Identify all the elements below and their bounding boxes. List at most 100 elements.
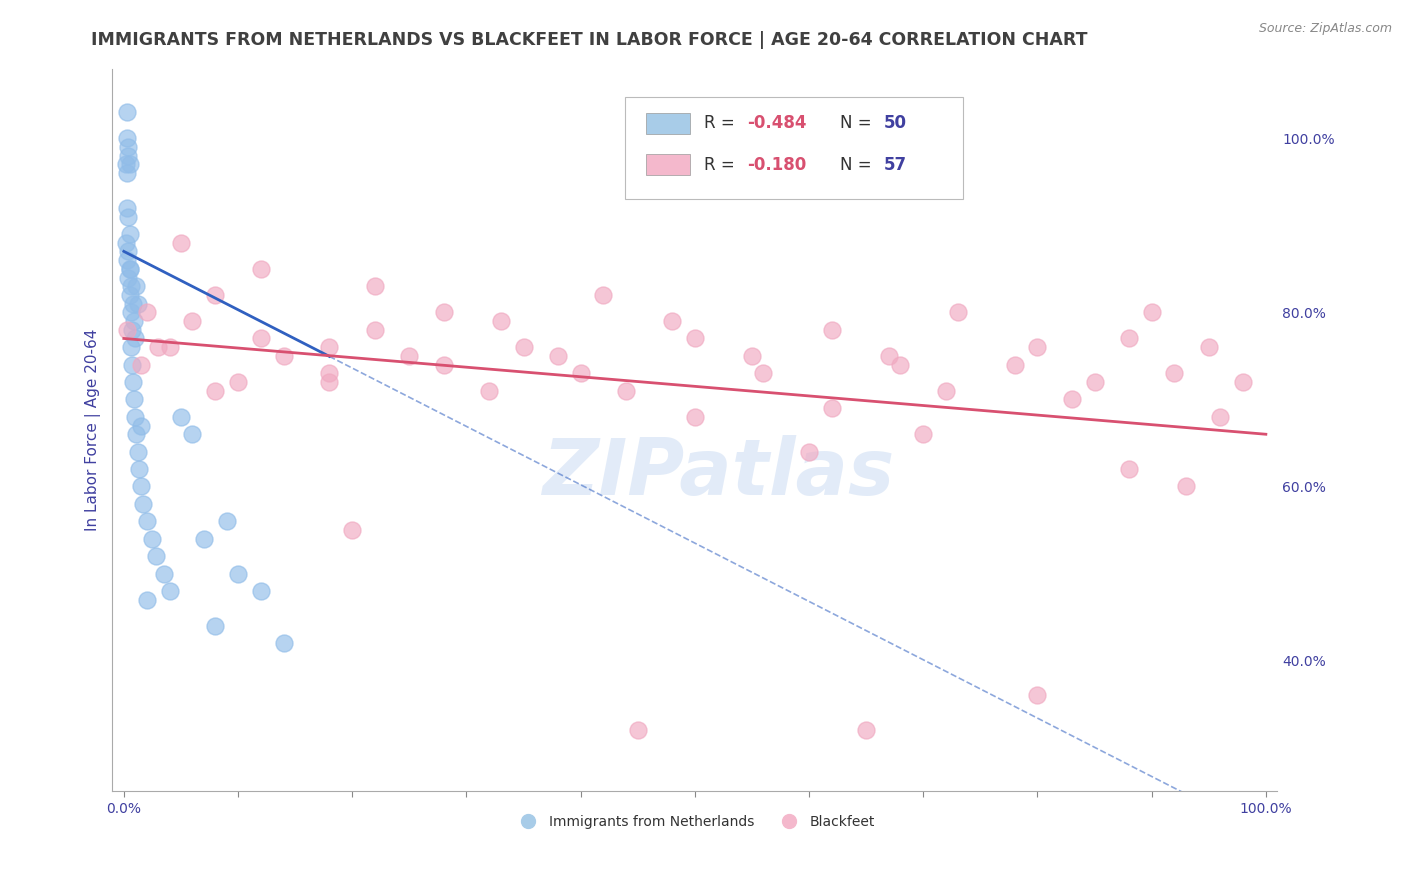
Point: [170, 409, 193, 424]
Point: [1026, 689, 1049, 703]
Point: [193, 532, 215, 546]
Bar: [645, 153, 690, 176]
Point: [1140, 305, 1163, 319]
Point: [124, 409, 146, 424]
Point: [318, 340, 340, 354]
Point: [273, 636, 295, 650]
Point: [117, 244, 139, 259]
Point: [122, 296, 145, 310]
Point: [569, 366, 592, 380]
Point: [821, 323, 844, 337]
Point: [117, 323, 139, 337]
Point: [117, 140, 139, 154]
Point: [170, 235, 193, 250]
Point: [181, 427, 204, 442]
Point: [433, 305, 456, 319]
Point: [117, 210, 139, 224]
Point: [145, 549, 167, 563]
Point: [128, 462, 150, 476]
Point: [318, 366, 340, 380]
Point: [877, 349, 900, 363]
Point: [146, 340, 169, 354]
Point: [512, 340, 534, 354]
Point: [118, 288, 141, 302]
Point: [181, 314, 204, 328]
Point: [547, 349, 569, 363]
Point: [364, 279, 387, 293]
Point: [592, 288, 614, 302]
Point: [1174, 479, 1197, 493]
Point: [121, 323, 143, 337]
Text: IMMIGRANTS FROM NETHERLANDS VS BLACKFEET IN LABOR FORCE | AGE 20-64 CORRELATION : IMMIGRANTS FROM NETHERLANDS VS BLACKFEET…: [91, 31, 1088, 49]
Point: [129, 479, 152, 493]
Point: [1209, 409, 1232, 424]
Point: [226, 566, 249, 581]
Point: [752, 366, 775, 380]
Point: [132, 497, 155, 511]
Point: [122, 375, 145, 389]
Point: [889, 358, 911, 372]
Point: [127, 444, 149, 458]
Text: N =: N =: [841, 155, 877, 174]
Point: [614, 384, 637, 398]
Point: [935, 384, 957, 398]
Point: [1163, 366, 1185, 380]
Point: [250, 261, 273, 276]
Legend: Immigrants from Netherlands, Blackfeet: Immigrants from Netherlands, Blackfeet: [509, 810, 882, 835]
Point: [1083, 375, 1105, 389]
Point: [124, 331, 146, 345]
Point: [627, 723, 650, 738]
Point: [120, 340, 142, 354]
Point: [855, 723, 877, 738]
Point: [135, 592, 157, 607]
Point: [118, 227, 141, 241]
Point: [912, 427, 935, 442]
Point: [127, 296, 149, 310]
Point: [250, 584, 273, 599]
Point: [141, 532, 163, 546]
Point: [821, 401, 844, 416]
Point: [398, 349, 420, 363]
Point: [204, 288, 226, 302]
Text: 50: 50: [883, 114, 907, 132]
Text: -0.484: -0.484: [747, 114, 807, 132]
Point: [115, 157, 138, 171]
Point: [117, 270, 139, 285]
Text: 57: 57: [883, 155, 907, 174]
Point: [117, 253, 139, 268]
Point: [153, 566, 176, 581]
Point: [661, 314, 683, 328]
Point: [318, 375, 340, 389]
Point: [489, 314, 512, 328]
Point: [204, 384, 226, 398]
Point: [1118, 462, 1140, 476]
Point: [120, 305, 142, 319]
Point: [135, 305, 157, 319]
Text: R =: R =: [704, 114, 740, 132]
Text: Source: ZipAtlas.com: Source: ZipAtlas.com: [1258, 22, 1392, 36]
Point: [1026, 340, 1049, 354]
Point: [117, 148, 139, 162]
Point: [117, 166, 139, 180]
Point: [117, 201, 139, 215]
Point: [250, 331, 273, 345]
Point: [1198, 340, 1220, 354]
Point: [946, 305, 969, 319]
Point: [215, 514, 238, 528]
Text: -0.180: -0.180: [747, 155, 807, 174]
Text: N =: N =: [841, 114, 877, 132]
Point: [797, 444, 820, 458]
Point: [129, 358, 152, 372]
Point: [478, 384, 501, 398]
Bar: [645, 112, 690, 135]
Point: [741, 349, 763, 363]
Point: [683, 409, 706, 424]
Text: ZIPatlas: ZIPatlas: [543, 435, 894, 511]
Point: [1118, 331, 1140, 345]
Point: [122, 314, 145, 328]
Point: [118, 261, 141, 276]
Point: [118, 261, 141, 276]
Point: [1004, 358, 1026, 372]
Point: [1232, 375, 1254, 389]
Point: [125, 427, 148, 442]
